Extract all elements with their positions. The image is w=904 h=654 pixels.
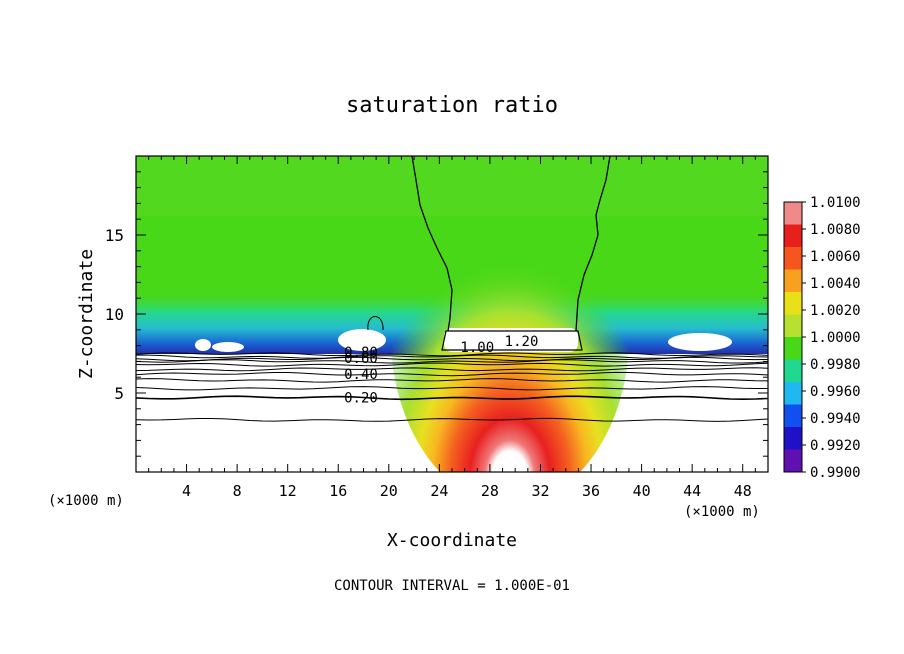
x-tick-label: 32 xyxy=(531,482,549,500)
colorbar-tick-label: 0.9900 xyxy=(810,465,861,481)
x-tick-label: 40 xyxy=(633,482,651,500)
colorbar-segment xyxy=(784,427,802,450)
plume-core xyxy=(390,156,630,472)
contour-line xyxy=(136,359,768,364)
colorbar-segment xyxy=(784,202,802,225)
colorbar-segment xyxy=(784,224,802,248)
colorbar-tick-label: 1.0040 xyxy=(810,276,861,292)
contour-right-column xyxy=(575,156,611,332)
x-tick-label: 12 xyxy=(279,482,297,500)
contour-interval-note: CONTOUR INTERVAL = 1.000E-01 xyxy=(334,578,570,594)
cloud-region-center xyxy=(444,328,578,352)
contour-bubble xyxy=(367,316,384,331)
contour-line xyxy=(136,395,768,401)
colorbar-tick-label: 1.0000 xyxy=(810,330,861,346)
y-axis-label: Z-coordinate xyxy=(76,249,97,379)
x-axis-ticks: 4 8 12 16 20 24 28 32 36 40 44 48 xyxy=(148,156,756,500)
contour-line xyxy=(136,371,768,377)
x-tick-label: 4 xyxy=(182,482,191,500)
cloud-region-left xyxy=(212,342,244,352)
contour-line xyxy=(136,367,768,372)
contour-center-box xyxy=(441,330,583,351)
cloud-region-mid xyxy=(338,329,386,351)
colorbar-tick-label: 0.9960 xyxy=(810,384,861,400)
x-unit-label-left: (×1000 m) xyxy=(48,493,124,509)
contour-label: 0.80 xyxy=(344,345,378,361)
contour-line xyxy=(136,352,768,357)
colorbar-segment xyxy=(784,382,802,405)
contour-label: 1.00 xyxy=(460,340,494,356)
contour-line xyxy=(136,378,768,383)
contour-label: 0.20 xyxy=(344,391,378,407)
y-tick-label: 15 xyxy=(105,226,124,245)
contour-label: 0.60 xyxy=(344,351,378,367)
y-axis-ticks: 5 10 15 xyxy=(105,171,768,457)
colorbar-segment xyxy=(784,292,802,315)
contour-line xyxy=(136,386,768,391)
cloud-region-right xyxy=(668,333,732,351)
y-tick-label: 10 xyxy=(105,305,124,324)
colorbar-segment xyxy=(784,449,802,473)
x-axis-label: X-coordinate xyxy=(387,530,517,551)
colorbar-tick-label: 0.9980 xyxy=(810,357,861,373)
colorbar-segment xyxy=(784,269,802,293)
x-tick-label: 24 xyxy=(430,482,448,500)
colorbar-segment xyxy=(784,337,802,360)
colorbar-segment xyxy=(784,314,802,338)
contour-line xyxy=(136,362,768,367)
colorbar-tick-label: 1.0080 xyxy=(810,222,861,238)
contour-line xyxy=(136,417,768,422)
colorbar-tick-label: 0.9940 xyxy=(810,411,861,427)
colorbar-segment xyxy=(784,359,802,383)
colorbar-tick-label: 1.0060 xyxy=(810,249,861,265)
colorbar-segment xyxy=(784,404,802,428)
contour-label: 1.20 xyxy=(505,334,539,350)
x-tick-label: 16 xyxy=(329,482,347,500)
colorbar-tick-label: 0.9920 xyxy=(810,438,861,454)
x-tick-label: 20 xyxy=(380,482,398,500)
plot-area xyxy=(136,156,768,472)
contour-label: 0.40 xyxy=(344,367,378,383)
colorbar-segment xyxy=(784,247,802,270)
chart-title: saturation ratio xyxy=(346,93,558,118)
x-tick-label: 44 xyxy=(683,482,701,500)
colorbar: 1.0100 1.0080 1.0060 1.0040 1.0020 1.0000 0.99… xyxy=(783,195,861,481)
x-tick-label: 48 xyxy=(734,482,752,500)
contour-left-column xyxy=(411,156,453,332)
contour-labels: 1.20 1.00 0.800.600.40 0.20 xyxy=(344,334,538,407)
x-unit-label-right: (×1000 m) xyxy=(684,504,760,520)
y-tick-label: 5 xyxy=(114,384,124,403)
x-tick-label: 28 xyxy=(481,482,499,500)
colorbar-tick-label: 1.0020 xyxy=(810,303,861,319)
contour-line xyxy=(136,356,768,362)
x-tick-label: 36 xyxy=(582,482,600,500)
colorbar-tick-label: 1.0100 xyxy=(810,195,861,211)
cloud-region-left-small xyxy=(195,339,211,351)
contour-lines xyxy=(136,352,768,422)
x-tick-label: 8 xyxy=(233,482,242,500)
